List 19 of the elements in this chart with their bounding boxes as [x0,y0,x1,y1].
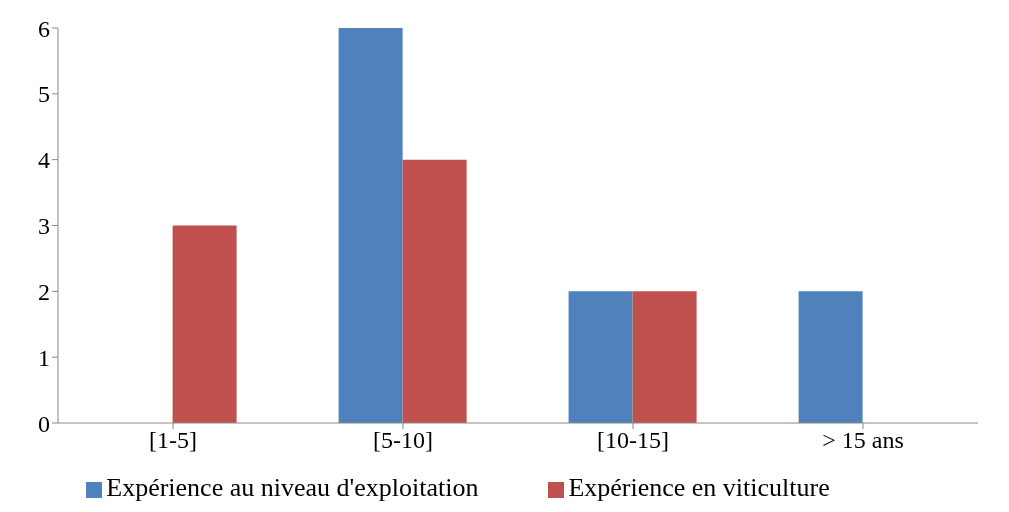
legend-label: Expérience en viticulture [568,473,830,502]
y-tick-label: 2 [38,278,50,305]
bar [402,159,467,423]
x-tick-label: [5-10] [373,427,433,454]
y-tick-label: 0 [38,410,50,437]
y-tick-label: 4 [38,147,50,174]
bar [798,291,863,423]
bar [568,291,633,423]
legend-label: Expérience au niveau d'exploitation [106,473,479,502]
y-tick-label: 6 [38,15,50,42]
bar [338,28,403,423]
y-tick-label: 3 [38,213,50,240]
bar [632,291,697,423]
y-tick-label: 1 [38,344,50,371]
x-tick-label: > 15 ans [822,427,904,454]
x-tick-label: [10-15] [597,427,669,454]
x-tick-label: [1-5] [149,427,197,454]
bar [172,225,237,423]
y-tick-label: 5 [38,81,50,108]
